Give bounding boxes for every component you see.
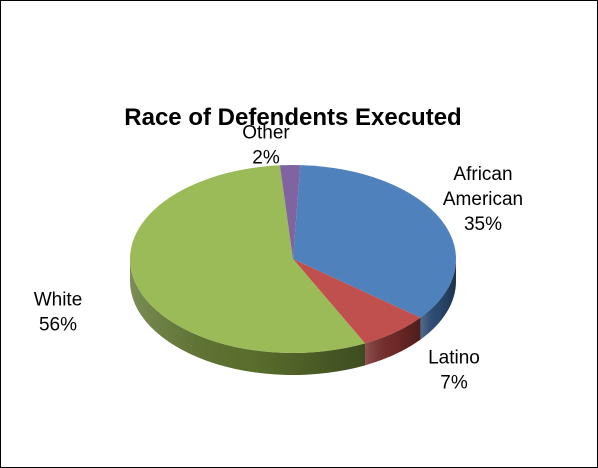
pie-sides — [130, 259, 456, 375]
data-label-value-white: 56% — [39, 315, 77, 336]
data-label-name-other: Other — [242, 123, 290, 144]
chart-title: Race of Defendents Executed — [124, 104, 461, 131]
data-label-value-other: 2% — [252, 148, 280, 169]
pie-slices — [129, 165, 457, 353]
pie-side-shade-african-american — [420, 259, 456, 340]
pie-side-shade-white — [130, 259, 366, 375]
data-label-name-african-american: African — [453, 164, 512, 185]
data-label-name-white: White — [34, 290, 83, 311]
pie-slice-african-american — [293, 165, 457, 318]
data-label-name-latino: Latino — [428, 348, 480, 369]
data-label-value-african-american: 35% — [464, 214, 502, 235]
pie-labels: African American 35% Latino 7% White 56% Other 2… — [34, 123, 523, 394]
pie-slice-latino — [293, 259, 421, 344]
data-label-value-latino: 7% — [440, 373, 468, 394]
pie-slice-other — [279, 165, 301, 259]
data-label-name-african-american: American — [443, 189, 523, 210]
pie-slice-white — [129, 165, 366, 353]
pie-side-shade-latino — [365, 317, 421, 366]
